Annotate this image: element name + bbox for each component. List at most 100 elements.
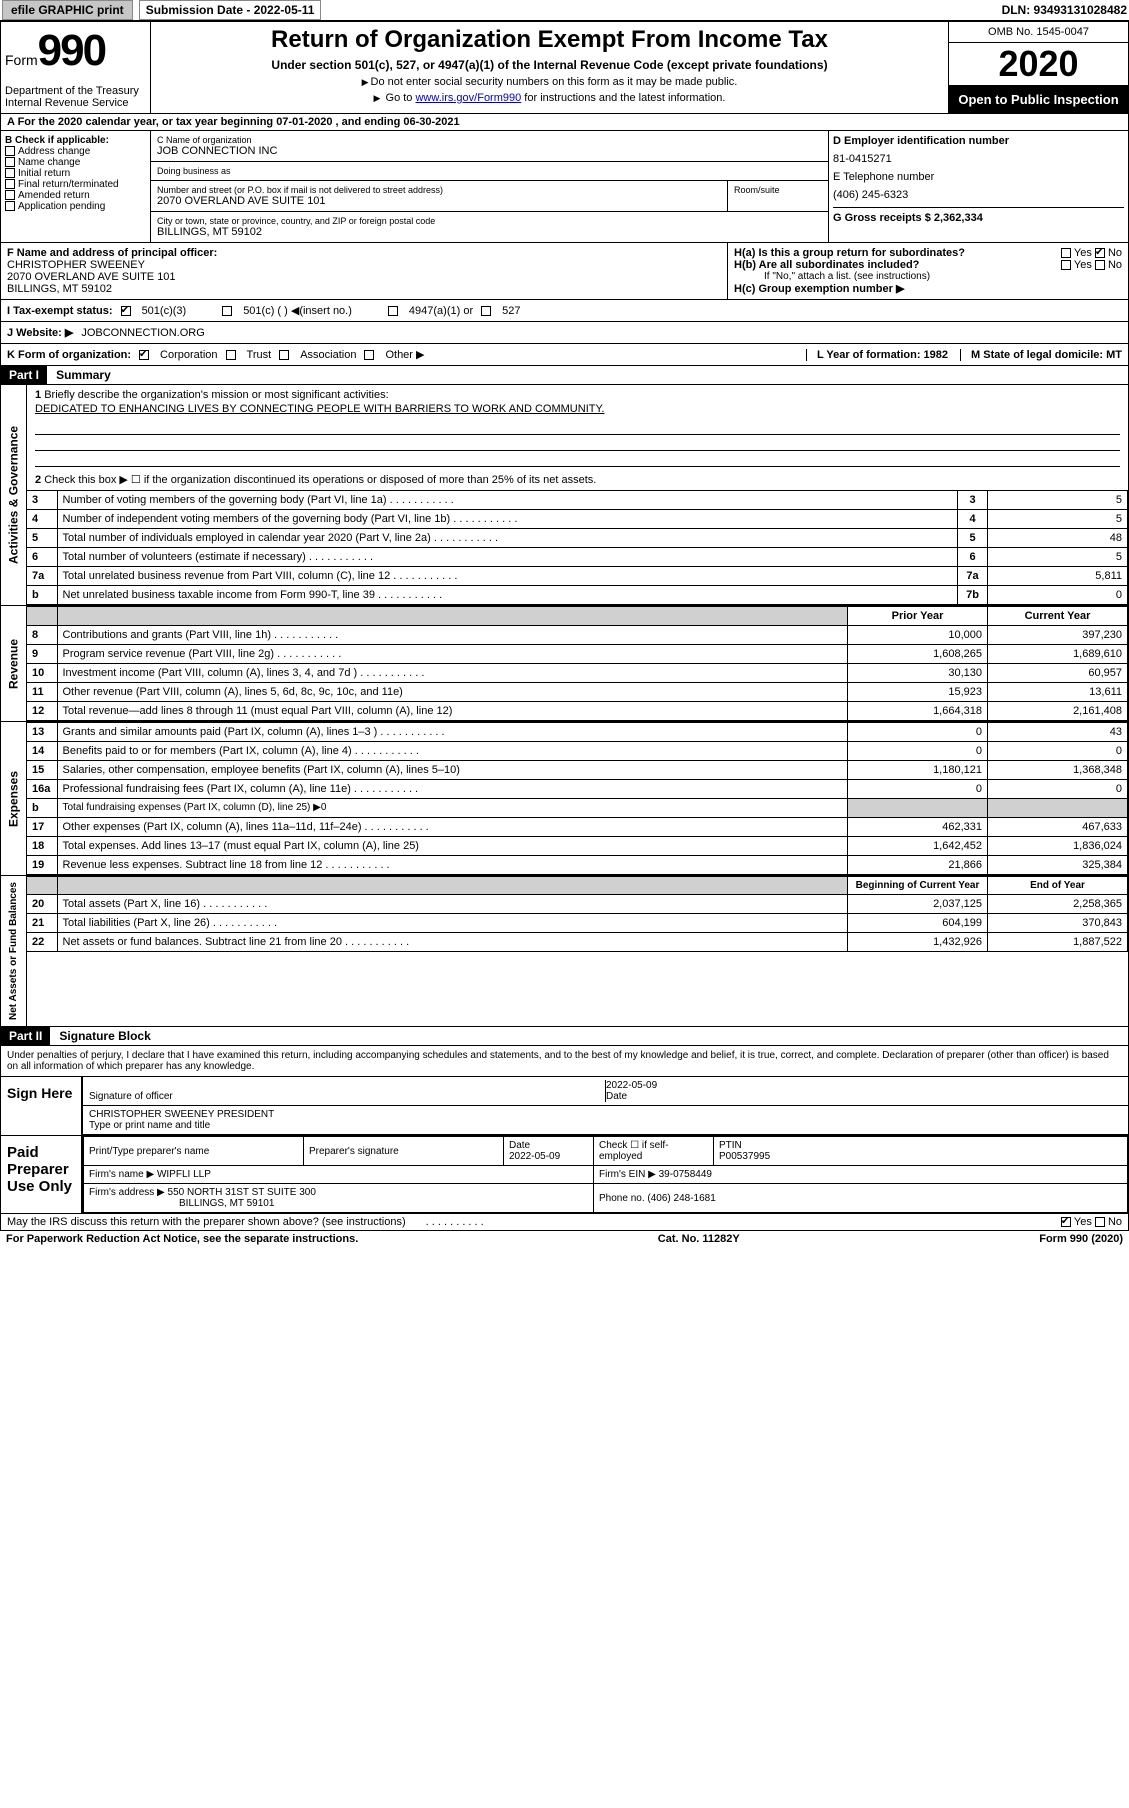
hb-label: H(b) Are all subordinates included?	[734, 259, 919, 271]
firm-name-label: Firm's name ▶	[89, 1169, 154, 1180]
initial-return-checkbox[interactable]	[5, 168, 15, 178]
line20-beg: 2,037,125	[848, 895, 988, 914]
firm-phone: (406) 248-1681	[647, 1193, 715, 1204]
current-year-header: Current Year	[1025, 610, 1091, 622]
state-domicile: M State of legal domicile: MT	[960, 349, 1122, 361]
hb-no-checkbox[interactable]	[1095, 260, 1105, 270]
section-b-to-g: B Check if applicable: Address change Na…	[0, 131, 1129, 243]
line7b-value: 0	[988, 586, 1128, 605]
line17-prior: 462,331	[848, 818, 988, 837]
officer-name: CHRISTOPHER SWEENEY	[7, 259, 145, 271]
corp-checkbox[interactable]	[139, 350, 149, 360]
discuss-yes-checkbox[interactable]	[1061, 1217, 1071, 1227]
trust-checkbox[interactable]	[226, 350, 236, 360]
sec-b-title: B Check if applicable:	[5, 135, 109, 146]
line13-label: Grants and similar amounts paid (Part IX…	[57, 723, 848, 742]
line14-label: Benefits paid to or for members (Part IX…	[57, 742, 848, 761]
line3-value: 5	[988, 491, 1128, 510]
website-value: JOBCONNECTION.ORG	[81, 327, 204, 339]
hc-label: H(c) Group exemption number ▶	[734, 283, 904, 295]
top-bar: efile GRAPHIC print Submission Date - 20…	[0, 0, 1129, 21]
omb-number: OMB No. 1545-0047	[949, 22, 1128, 43]
address-change-checkbox[interactable]	[5, 146, 15, 156]
501c3-checkbox[interactable]	[121, 306, 131, 316]
line16b-prior-shade	[848, 799, 988, 818]
sec-d-label: D Employer identification number	[833, 135, 1124, 147]
line12-label: Total revenue—add lines 8 through 11 (mu…	[57, 702, 848, 721]
line16b-current-shade	[988, 799, 1128, 818]
other-checkbox[interactable]	[364, 350, 374, 360]
name-change-checkbox[interactable]	[5, 157, 15, 167]
line9-current: 1,689,610	[988, 645, 1128, 664]
form-number: Form990	[5, 26, 146, 76]
line16b-label: Total fundraising expenses (Part IX, col…	[57, 799, 848, 818]
prep-date: 2022-05-09	[509, 1151, 560, 1162]
form-header: Form990 Department of the Treasury Inter…	[0, 21, 1129, 114]
line16a-prior: 0	[848, 780, 988, 799]
line3-label: Number of voting members of the governin…	[57, 491, 958, 510]
line17-current: 467,633	[988, 818, 1128, 837]
footer-left: For Paperwork Reduction Act Notice, see …	[6, 1233, 358, 1245]
line22-end: 1,887,522	[988, 933, 1128, 952]
line8-prior: 10,000	[848, 626, 988, 645]
section-f-h: F Name and address of principal officer:…	[0, 243, 1129, 300]
sign-here-label: Sign Here	[1, 1077, 81, 1135]
officer-addr2: BILLINGS, MT 59102	[7, 283, 112, 295]
expenses-section: Expenses 13Grants and similar amounts pa…	[0, 722, 1129, 876]
sig-officer-label: Signature of officer	[89, 1091, 173, 1102]
final-return-checkbox[interactable]	[5, 179, 15, 189]
line12-prior: 1,664,318	[848, 702, 988, 721]
4947-checkbox[interactable]	[388, 306, 398, 316]
end-year-header: End of Year	[1030, 880, 1085, 891]
ha-label: H(a) Is this a group return for subordin…	[734, 247, 965, 259]
side-label-expenses: Expenses	[1, 722, 27, 875]
line16a-current: 0	[988, 780, 1128, 799]
prep-sig-label: Preparer's signature	[304, 1137, 504, 1166]
blank-line	[35, 421, 1120, 435]
line4-value: 5	[988, 510, 1128, 529]
prior-year-header: Prior Year	[892, 610, 944, 622]
line22-label: Net assets or fund balances. Subtract li…	[57, 933, 848, 952]
discuss-label: May the IRS discuss this return with the…	[7, 1216, 406, 1228]
page-footer: For Paperwork Reduction Act Notice, see …	[0, 1231, 1129, 1247]
tax-exempt-row: I Tax-exempt status: 501(c)(3) 501(c) ( …	[0, 300, 1129, 322]
street-address: 2070 OVERLAND AVE SUITE 101	[157, 195, 721, 207]
line11-prior: 15,923	[848, 683, 988, 702]
line15-label: Salaries, other compensation, employee b…	[57, 761, 848, 780]
sec-e-label: E Telephone number	[833, 171, 1124, 183]
room-label: Room/suite	[734, 185, 822, 195]
hb-yes-checkbox[interactable]	[1061, 260, 1071, 270]
501c-checkbox[interactable]	[222, 306, 232, 316]
hb-note: If "No," attach a list. (see instruction…	[734, 271, 1122, 282]
line16a-label: Professional fundraising fees (Part IX, …	[57, 780, 848, 799]
efile-button[interactable]: efile GRAPHIC print	[2, 0, 133, 20]
dln-label: DLN: 93493131028482	[1002, 3, 1127, 17]
phone-value: (406) 245-6323	[833, 183, 1124, 207]
paid-preparer-section: Paid Preparer Use Only Print/Type prepar…	[0, 1136, 1129, 1231]
527-checkbox[interactable]	[481, 306, 491, 316]
sec-j-label: J Website: ▶	[7, 326, 73, 339]
netassets-section: Net Assets or Fund Balances Beginning of…	[0, 876, 1129, 1027]
side-label-revenue: Revenue	[1, 606, 27, 721]
irs-link[interactable]: www.irs.gov/Form990	[415, 92, 521, 104]
application-pending-checkbox[interactable]	[5, 201, 15, 211]
line18-label: Total expenses. Add lines 13–17 (must eq…	[57, 837, 848, 856]
sign-here-section: Sign Here Signature of officer 2022-05-0…	[0, 1077, 1129, 1136]
discuss-no-checkbox[interactable]	[1095, 1217, 1105, 1227]
line6-label: Total number of volunteers (estimate if …	[57, 548, 958, 567]
line22-beg: 1,432,926	[848, 933, 988, 952]
assoc-checkbox[interactable]	[279, 350, 289, 360]
amended-return-checkbox[interactable]	[5, 190, 15, 200]
line18-prior: 1,642,452	[848, 837, 988, 856]
form-subtitle: Under section 501(c), 527, or 4947(a)(1)…	[161, 58, 938, 72]
line20-label: Total assets (Part X, line 16)	[57, 895, 848, 914]
footer-form: Form 990 (2020)	[1039, 1233, 1123, 1245]
line10-prior: 30,130	[848, 664, 988, 683]
line11-current: 13,611	[988, 683, 1128, 702]
line14-current: 0	[988, 742, 1128, 761]
ha-yes-checkbox[interactable]	[1061, 248, 1071, 258]
ha-no-checkbox[interactable]	[1095, 248, 1105, 258]
line18-current: 1,836,024	[988, 837, 1128, 856]
line8-label: Contributions and grants (Part VIII, lin…	[57, 626, 848, 645]
ssn-note: Do not enter social security numbers on …	[161, 76, 938, 88]
